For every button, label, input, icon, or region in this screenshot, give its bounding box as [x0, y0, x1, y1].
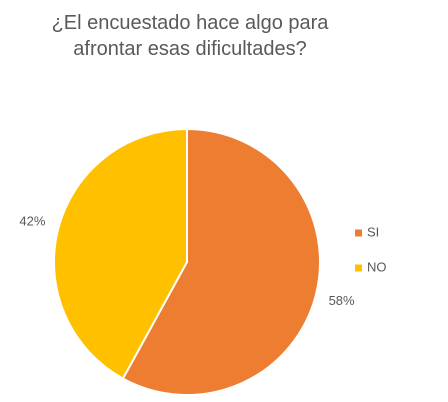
chart-title: ¿El encuestado hace algo para afrontar e…	[51, 12, 329, 60]
legend-label: SI	[367, 224, 379, 239]
legend-swatch	[355, 264, 362, 272]
data-label: 58%	[329, 293, 355, 308]
legend-label: NO	[367, 259, 387, 274]
pie-slice	[53, 127, 188, 380]
data-label: 42%	[19, 214, 45, 229]
legend-swatch	[355, 229, 362, 237]
pie-slice	[121, 127, 321, 396]
